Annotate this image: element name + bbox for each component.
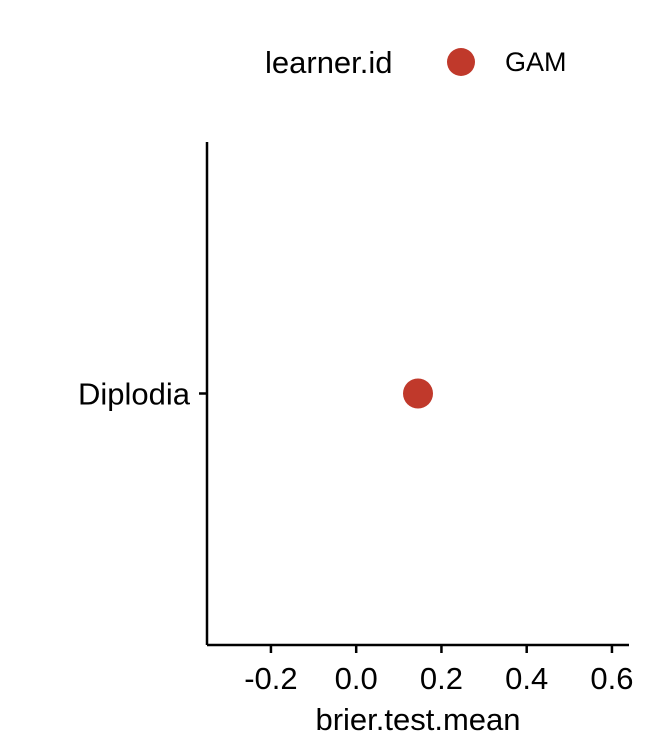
- x-tick-label: 0.2: [420, 661, 463, 696]
- x-tick-label: 0.4: [505, 661, 548, 696]
- x-tick-label: -0.2: [244, 661, 297, 696]
- x-tick-label: 0.0: [335, 661, 378, 696]
- x-tick-label: 0.6: [590, 661, 633, 696]
- x-axis-ticks: -0.2 0.0 0.2 0.4 0.6: [244, 645, 634, 696]
- legend: learner.id GAM: [265, 45, 567, 80]
- legend-swatch-gam: [447, 48, 475, 76]
- y-tick-label: Diplodia: [78, 377, 191, 412]
- x-axis-title: brier.test.mean: [315, 702, 520, 737]
- legend-title: learner.id: [265, 45, 393, 80]
- data-points: [403, 378, 433, 409]
- y-axis-ticks: Diplodia: [78, 377, 207, 412]
- legend-label-gam: GAM: [505, 47, 567, 77]
- data-point-gam: [403, 378, 433, 409]
